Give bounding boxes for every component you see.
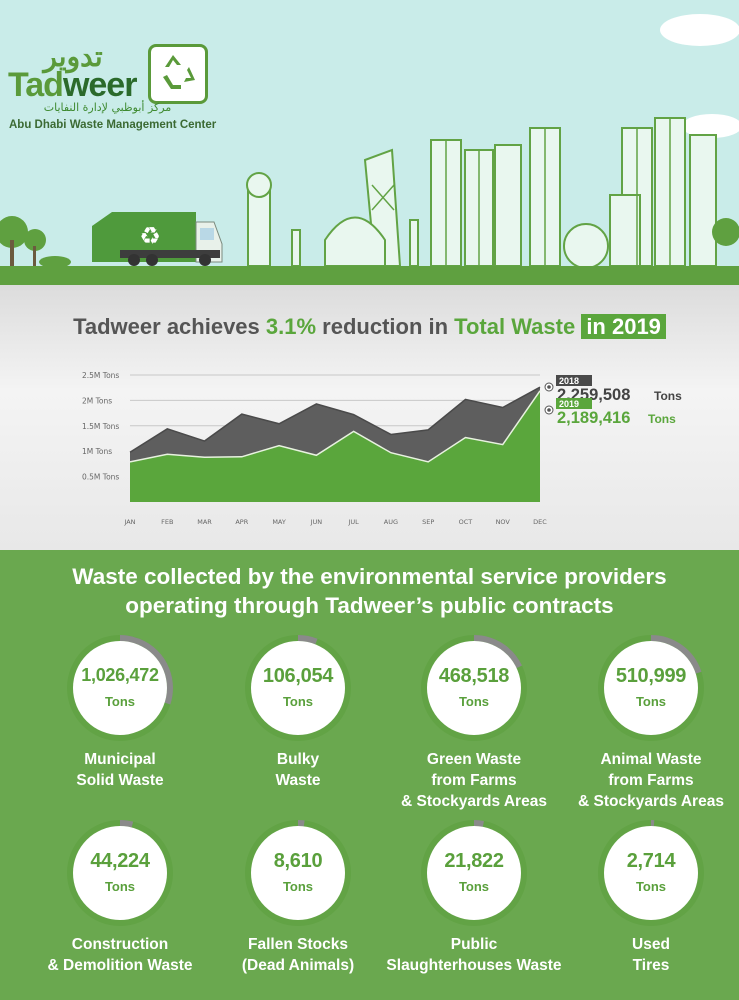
x-tick-label: OCT [459,518,473,526]
stat-unit: Tons [635,694,667,709]
stat-share-arc [421,820,527,926]
stat-circle [73,641,167,735]
y-tick-label: 2M Tons [82,396,112,405]
x-tick-label: JAN [123,518,135,526]
legend-unit: Tons [648,412,676,426]
skyline-illustration: ♻ [0,14,739,269]
x-tick-label: SEP [422,518,434,526]
stat-share-arc [598,635,704,741]
stat-value: 8,610 [273,850,323,872]
line-series-2018 [129,386,541,453]
stat-value: 510,999 [615,665,687,687]
stat-ring: 21,822 Tons [421,820,527,926]
stat-ring: 1,026,472 Tons [67,635,173,741]
stat-share-arc [421,635,527,741]
y-tick-label: 0.5M Tons [82,473,119,482]
recycle-icon [148,44,208,104]
y-tick-label: 2.5M Tons [82,371,119,380]
stat-circle [251,826,345,920]
x-tick-label: DEC [533,518,547,526]
stat-ring: 510,999 Tons [598,635,704,741]
stat-ring: 44,224 Tons [67,820,173,926]
stat-label: Municipal Solid Waste [76,751,164,789]
x-tick-label: MAY [272,518,286,526]
stat-value: 1,026,472 [81,665,159,685]
stat-circle [251,641,345,735]
legend-marker-dot [547,408,551,412]
hero-banner: ♻ تدوير Tadweer مركز أبوظبي لإدارة النفا… [0,0,739,285]
stat-label: Used Tires [632,936,670,974]
legend-year-2019: 2019 [559,399,579,409]
stat-share-arc [598,820,704,926]
x-tick-label: JUL [347,518,359,526]
stat-circle [427,641,521,735]
stat-ring: 8,610 Tons [245,820,351,926]
stat-share-arc [67,820,173,926]
stat-unit: Tons [104,694,136,709]
stat-unit: Tons [458,694,490,709]
stat-value: 2,714 [626,850,676,872]
stat-ring: 468,518 Tons [421,635,527,741]
x-tick-label: MAR [197,518,212,526]
stat-circle [427,826,521,920]
stat-ring: 106,054 Tons [245,635,351,741]
section-title: Waste collected by the environmental ser… [72,564,667,618]
stat-circle [604,826,698,920]
x-tick-label: APR [235,518,248,526]
y-tick-label: 1.5M Tons [82,422,119,431]
stat-unit: Tons [282,694,314,709]
stat-label: Public Slaughterhouses Waste [386,936,562,974]
stat-share-arc [245,635,351,741]
brand-name: Tadweer [8,66,137,104]
stat-value: 106,054 [262,665,334,687]
stat-label: Fallen Stocks (Dead Animals) [241,936,355,974]
stat-ring: 2,714 Tons [598,820,704,926]
y-tick-label: 1M Tons [82,447,112,456]
stat-circle [604,641,698,735]
line-series-2019 [129,390,541,463]
stat-label: Bulky Waste [275,751,321,789]
brand-subtitle: Abu Dhabi Waste Management Center [9,119,217,131]
x-tick-label: AUG [384,518,398,526]
stat-unit: Tons [458,879,490,894]
stat-value: 21,822 [444,850,504,872]
stat-share-arc [67,635,173,741]
legend-total-2019: 2,189,416 [557,409,630,427]
legend-year-2018: 2018 [559,376,579,386]
stat-unit: Tons [282,879,314,894]
legend-year-tag [556,375,592,386]
legend-year-tag [556,398,592,409]
legend-marker-dot [547,385,551,389]
stat-unit: Tons [104,879,136,894]
stat-label: Construction & Demolition Waste [47,936,193,974]
ground-strip [0,266,739,285]
chart-headline: Tadweer achieves 3.1% reduction in Total… [0,314,739,340]
svg-text:♻: ♻ [139,222,161,250]
stat-circle [73,826,167,920]
area-chart: 0.5M Tons 1M Tons 1.5M Tons 2M Tons 2.5M Ton… [82,371,682,526]
x-tick-label: FEB [161,518,173,526]
brand-subtitle-arabic: مركز أبوظبي لإدارة النفايات [43,101,172,114]
stat-label: Animal Waste from Farms & Stockyards Areas [578,751,724,810]
stat-value: 468,518 [438,665,510,687]
x-tick-label: JUN [310,518,323,526]
x-tick-label: NOV [496,518,511,526]
brand-name-arabic: تدوير [43,40,103,73]
stat-value: 44,224 [90,850,150,872]
stat-label: Green Waste from Farms & Stockyards Areas [401,751,547,810]
legend-unit: Tons [654,389,682,403]
stat-unit: Tons [635,879,667,894]
area-series-2019 [130,390,540,502]
stat-share-arc [245,820,351,926]
